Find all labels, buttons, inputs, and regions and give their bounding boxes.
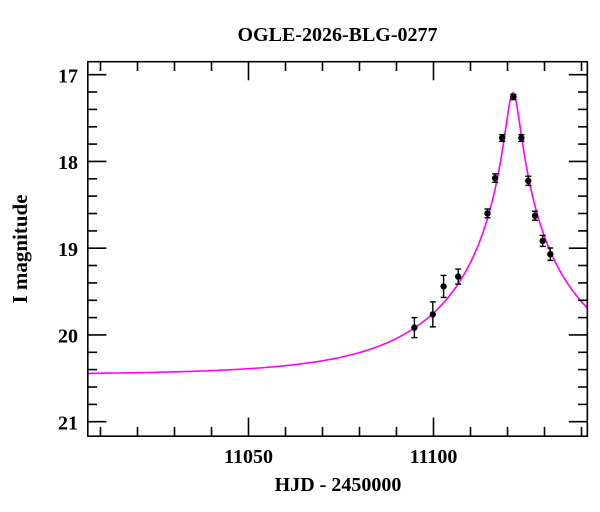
svg-text:20: 20 bbox=[58, 326, 78, 348]
svg-text:11050: 11050 bbox=[224, 446, 273, 468]
svg-text:21: 21 bbox=[58, 413, 78, 435]
svg-text:19: 19 bbox=[58, 239, 78, 261]
svg-text:I magnitude: I magnitude bbox=[8, 194, 32, 303]
svg-text:HJD - 2450000: HJD - 2450000 bbox=[275, 474, 402, 496]
svg-text:OGLE-2026-BLG-0277: OGLE-2026-BLG-0277 bbox=[237, 24, 437, 46]
svg-text:18: 18 bbox=[58, 152, 78, 174]
svg-text:11100: 11100 bbox=[410, 446, 458, 468]
svg-text:17: 17 bbox=[58, 66, 78, 88]
